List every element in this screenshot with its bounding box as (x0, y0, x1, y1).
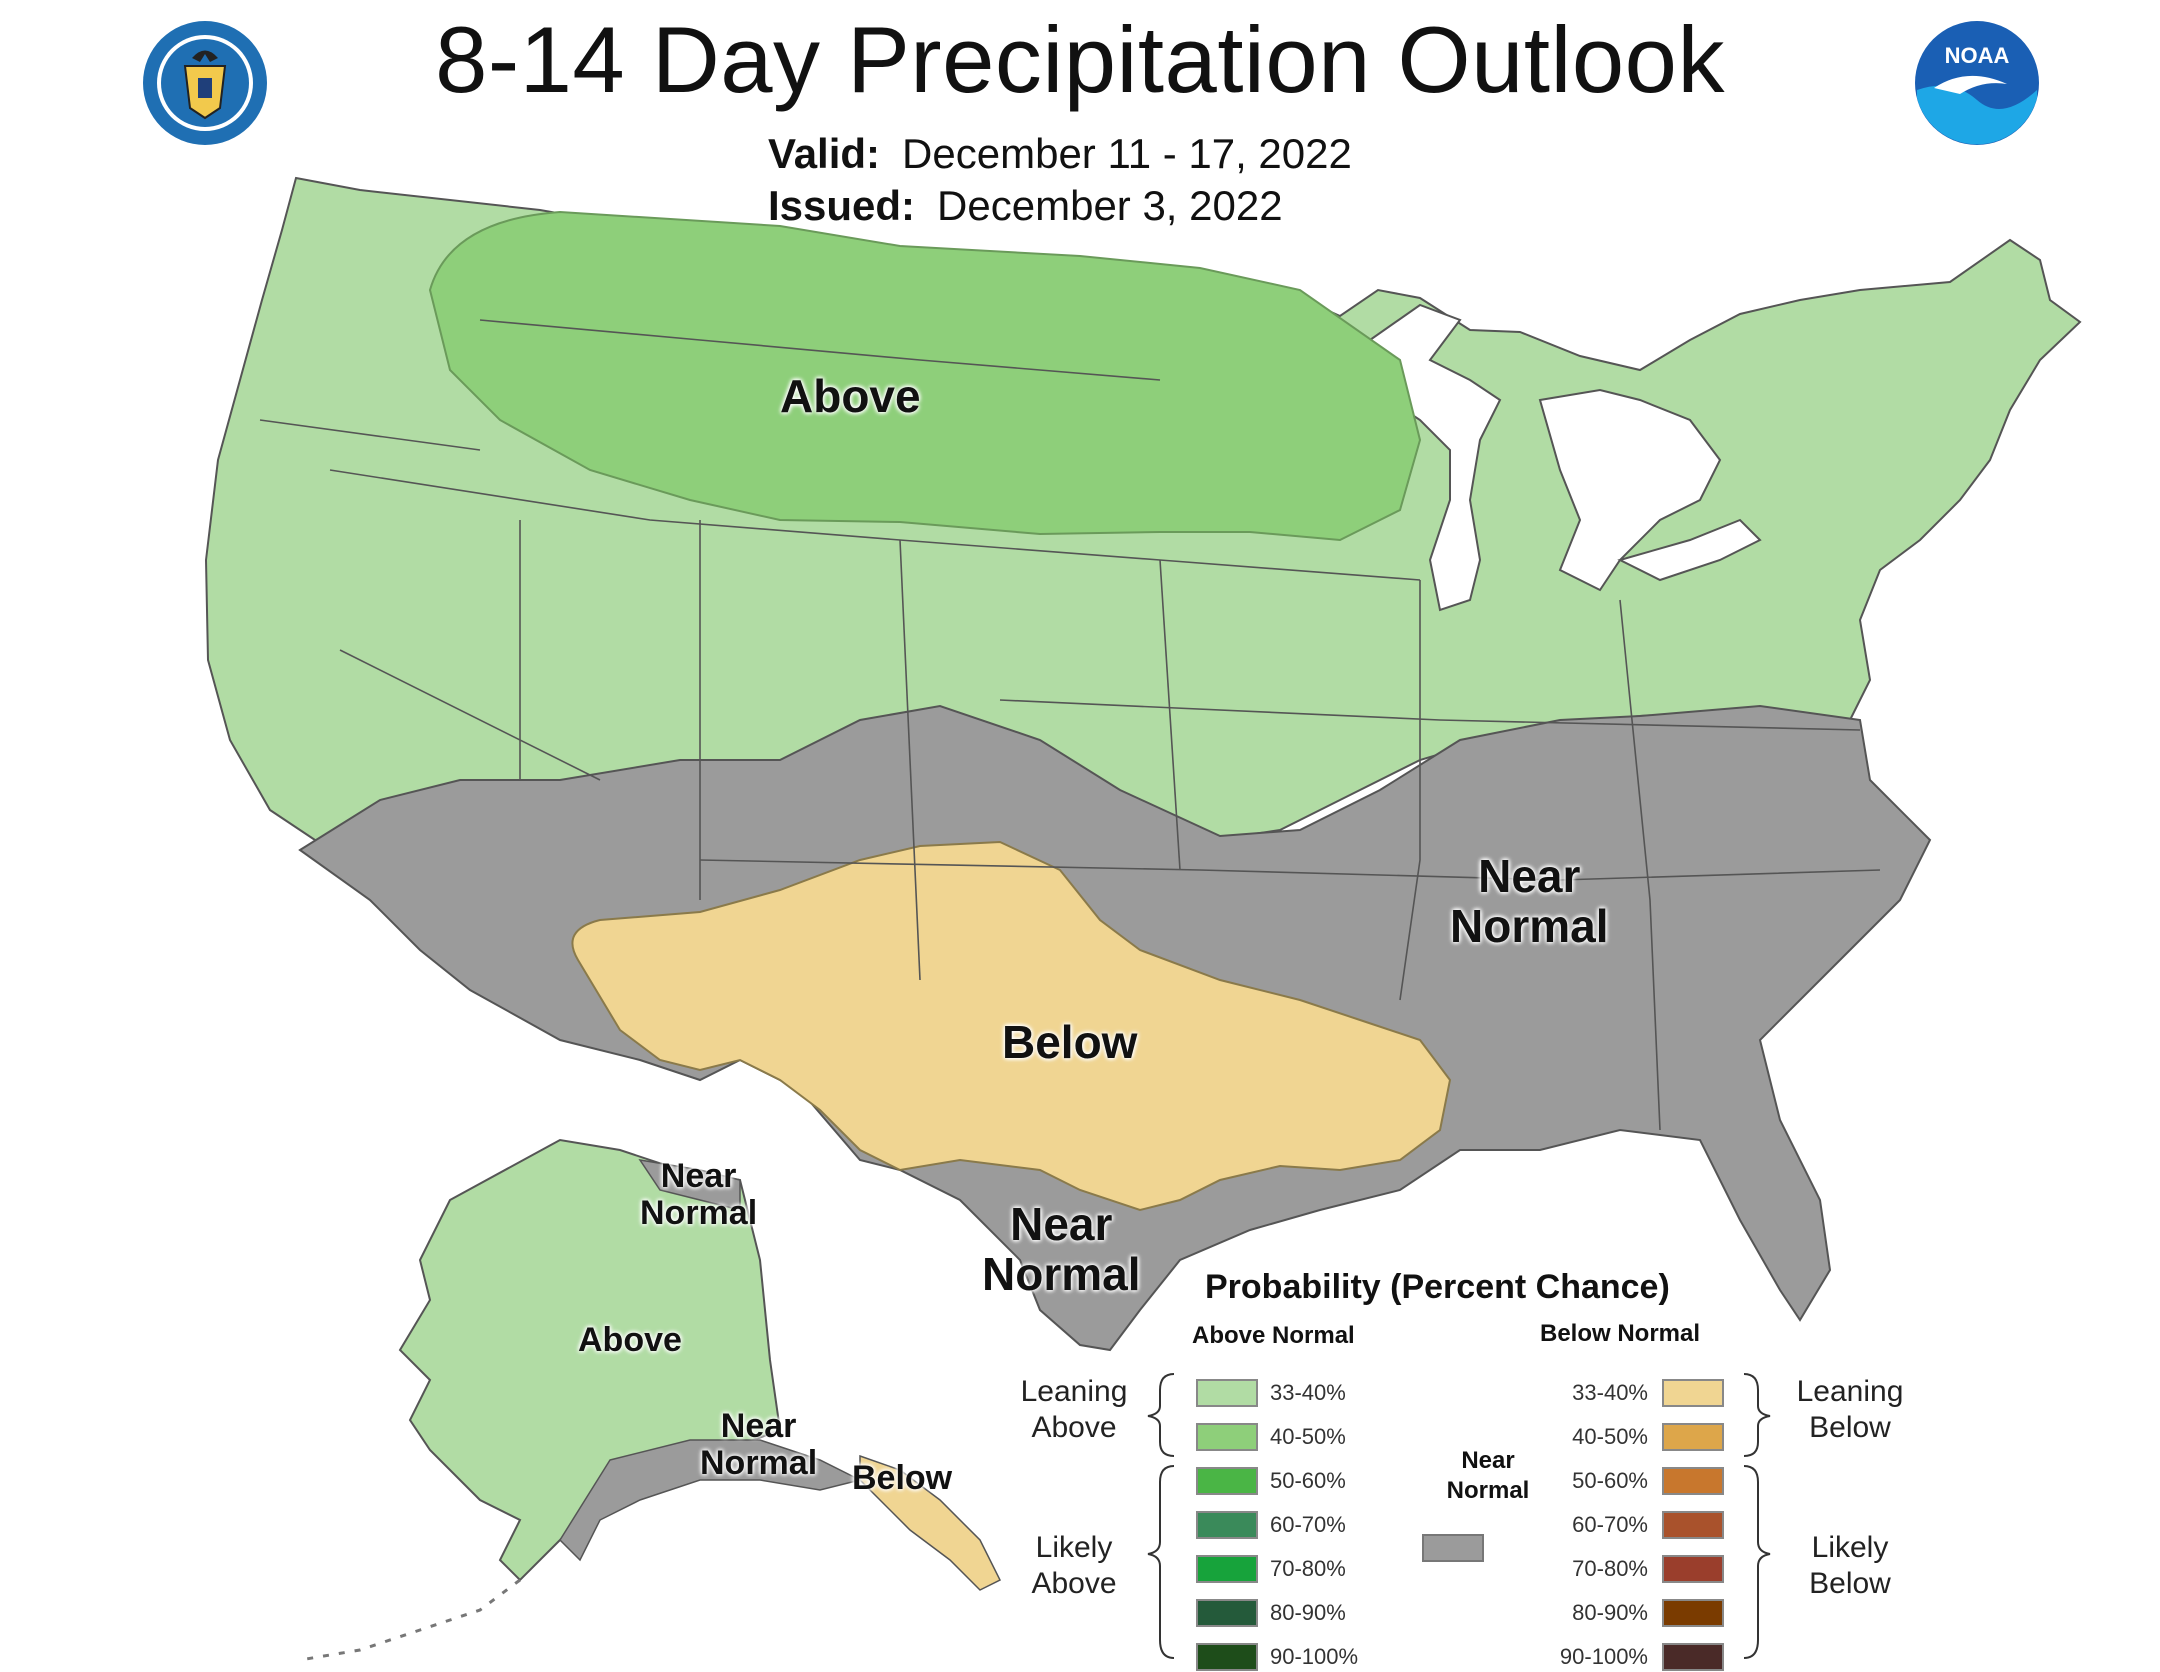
great-lakes (1297, 303, 1762, 612)
legend-above-label: 33-40% (1270, 1380, 1346, 1405)
legend-above-row: 80-90% (1196, 1598, 1346, 1628)
noaa-logo-icon: NOAA (1915, 21, 2039, 145)
legend-below-label: 60-70% (1572, 1512, 1648, 1537)
legend-above-braces (1147, 1373, 1175, 1659)
legend-above-head: Above Normal (1192, 1322, 1355, 1349)
legend-likely-below: Likely Below (1780, 1530, 1920, 1602)
legend-below-swatch (1662, 1511, 1724, 1539)
legend-above-swatch (1196, 1643, 1258, 1671)
legend-above-label: 90-100% (1270, 1644, 1359, 1669)
issued-label: Issued: (768, 182, 916, 229)
legend-leaning-above-line2: Above (1031, 1411, 1117, 1444)
legend-likely-below-line2: Below (1809, 1567, 1891, 1600)
legend-below-row: 50-60% (1552, 1466, 1724, 1496)
legend-above-row: 40-50% (1196, 1422, 1346, 1452)
legend-below-swatch (1662, 1423, 1724, 1451)
legend-likely-below-line1: Likely (1811, 1531, 1889, 1564)
page-title: 8-14 Day Precipitation Outlook (435, 7, 1725, 112)
legend-below-label: 50-60% (1572, 1468, 1648, 1493)
legend-below-label: 33-40% (1572, 1380, 1648, 1405)
commerce-seal-icon (143, 21, 267, 145)
legend-below-swatch (1662, 1379, 1724, 1407)
legend-above-row: 33-40% (1196, 1378, 1346, 1408)
legend-below-swatch (1662, 1555, 1724, 1583)
label-near-normal-texas-line2: Normal (982, 1247, 1141, 1300)
label-ak-near-north-line1: Near (660, 1157, 737, 1195)
aleutian-islands (299, 1578, 521, 1662)
legend-above-label: 50-60% (1270, 1468, 1346, 1493)
date-block: Valid: December 11 - 17, 2022 Issued: Dece… (768, 128, 1352, 232)
legend-below-label: 70-80% (1572, 1556, 1648, 1581)
legend-below-swatch (1662, 1599, 1724, 1627)
legend-near-normal-swatch (1422, 1534, 1484, 1562)
legend-above-label: 80-90% (1270, 1600, 1346, 1625)
legend-below-label: 80-90% (1572, 1600, 1648, 1625)
label-ak-near-north-line2: Normal (640, 1193, 758, 1232)
legend-likely-above: Likely Above (1004, 1530, 1144, 1602)
legend-near-normal-head: Near Normal (1428, 1446, 1548, 1506)
legend-below-row: 60-70% (1552, 1510, 1724, 1540)
legend-above-row: 60-70% (1196, 1510, 1346, 1540)
above-40-50-region (428, 210, 1422, 542)
issued-value: December 3, 2022 (937, 182, 1283, 229)
label-ak-near-north: Near Normal (640, 1158, 757, 1231)
legend-leaning-below-line1: Leaning (1796, 1375, 1904, 1408)
label-ak-near-south-line1: Near (720, 1407, 797, 1445)
label-near-normal-east-line2: Normal (1450, 899, 1609, 952)
label-near-normal-texas: Near Normal (982, 1198, 1141, 1300)
alaska-below-region (859, 1454, 1002, 1591)
issued-line: Issued: December 3, 2022 (768, 180, 1352, 232)
label-ak-above: Above (578, 1321, 682, 1359)
legend-above-row: 50-60% (1196, 1466, 1346, 1496)
legend-above-label: 70-80% (1270, 1556, 1346, 1581)
legend-below-swatch (1662, 1643, 1724, 1671)
state-lines (259, 319, 1881, 1131)
legend-leaning-below-line2: Below (1809, 1411, 1891, 1444)
legend-below-head: Below Normal (1540, 1320, 1701, 1347)
legend-above-row: 70-80% (1196, 1554, 1346, 1584)
legend-title: Probability (Percent Chance) (1205, 1268, 1670, 1306)
legend-above-row: 90-100% (1196, 1642, 1358, 1672)
legend-leaning-above: Leaning Above (1004, 1374, 1144, 1446)
valid-line: Valid: December 11 - 17, 2022 (768, 128, 1352, 180)
alaska-near-north (638, 1158, 741, 1211)
label-near-normal-east-line1: Near (1478, 850, 1581, 902)
label-below: Below (1002, 1016, 1138, 1068)
legend-near-normal-head-line2: Normal (1446, 1477, 1530, 1504)
legend-above-swatch (1196, 1379, 1258, 1407)
below-33-40-region (571, 840, 1452, 1212)
legend-above-swatch (1196, 1467, 1258, 1495)
legend-above-swatch (1196, 1599, 1258, 1627)
legend-below-row: 40-50% (1552, 1422, 1724, 1452)
valid-label: Valid: (768, 130, 881, 177)
legend-below-label: 40-50% (1572, 1424, 1648, 1449)
label-ak-near-south: Near Normal (700, 1408, 817, 1481)
legend-below-swatch (1662, 1467, 1724, 1495)
legend-leaning-above-line1: Leaning (1020, 1375, 1128, 1408)
label-near-normal-east: Near Normal (1450, 850, 1609, 952)
legend-likely-above-line1: Likely (1035, 1531, 1113, 1564)
legend-above-swatch (1196, 1423, 1258, 1451)
alaska-near-south (559, 1439, 863, 1562)
legend-leaning-below: Leaning Below (1780, 1374, 1920, 1446)
legend-below-row: 90-100% (1552, 1642, 1724, 1672)
legend-above-swatch (1196, 1555, 1258, 1583)
valid-value: December 11 - 17, 2022 (902, 130, 1352, 177)
legend-near-normal-head-line1: Near (1461, 1447, 1515, 1474)
legend-likely-above-line2: Above (1031, 1567, 1117, 1600)
legend-below-row: 33-40% (1552, 1378, 1724, 1408)
label-near-normal-texas-line1: Near (1010, 1198, 1113, 1250)
label-ak-near-south-line2: Normal (700, 1443, 818, 1482)
legend-below-row: 70-80% (1552, 1554, 1724, 1584)
legend-above-swatch (1196, 1511, 1258, 1539)
legend-above-label: 40-50% (1270, 1424, 1346, 1449)
legend-below-braces (1743, 1373, 1771, 1659)
legend-below-label: 90-100% (1559, 1644, 1648, 1669)
label-ak-below: Below (852, 1459, 953, 1497)
label-above: Above (780, 370, 921, 422)
legend-above-label: 60-70% (1270, 1512, 1346, 1537)
legend-below-row: 80-90% (1552, 1598, 1724, 1628)
noaa-logo-text: NOAA (1945, 43, 2010, 68)
